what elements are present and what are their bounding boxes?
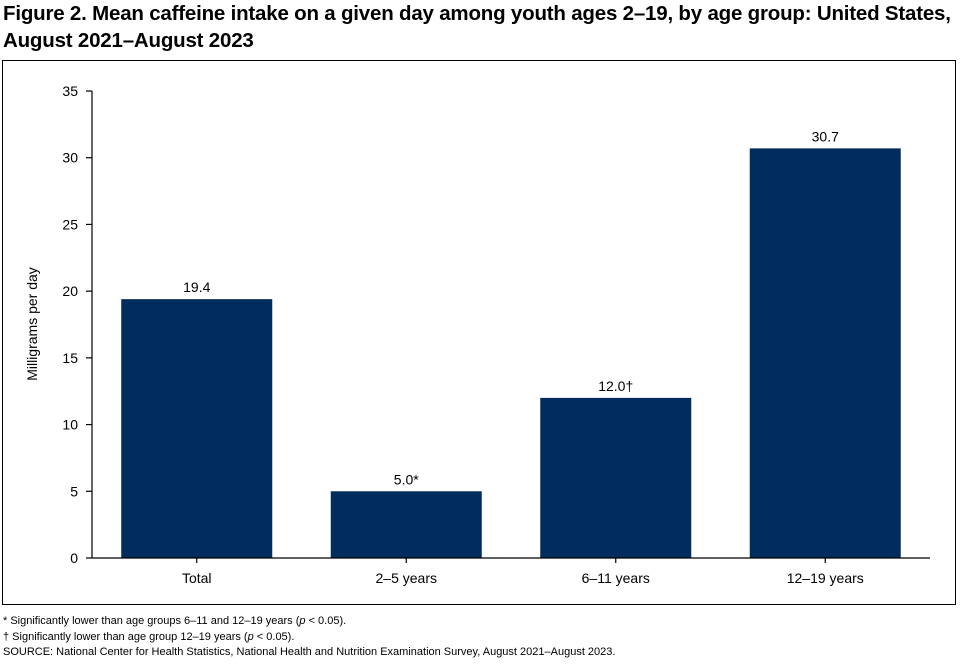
y-tick-label: 10 [62, 417, 78, 433]
chart-title: Figure 2. Mean caffeine intake on a give… [3, 2, 951, 52]
footnote-dagger: † Significantly lower than age group 12–… [3, 630, 295, 643]
x-category-label: Total [182, 570, 212, 586]
bar-value-label: 12.0† [598, 378, 633, 394]
y-tick-label: 25 [62, 216, 78, 232]
y-tick-label: 0 [70, 550, 78, 566]
bar-value-label: 5.0* [394, 471, 419, 487]
bar [749, 148, 901, 559]
bar-value-label: 19.4 [183, 279, 210, 295]
x-axis: Total 2–5 years 6–11 years 12–19 years [92, 557, 930, 586]
bar [121, 299, 273, 558]
source-note: SOURCE: National Center for Health Stati… [3, 646, 616, 658]
y-tick-label: 20 [62, 283, 78, 299]
y-tick-label: 30 [62, 150, 78, 166]
x-category-label: 6–11 years [582, 570, 650, 586]
y-axis-label: Milligrams per day [24, 267, 40, 381]
x-category-label: 2–5 years [376, 570, 437, 586]
y-tick-label: 15 [62, 350, 78, 366]
footnote-asterisk: * Significantly lower than age groups 6–… [3, 615, 347, 627]
bar [540, 397, 692, 558]
y-tick-label: 5 [70, 483, 78, 499]
y-tick-label: 35 [62, 83, 78, 99]
bar-value-label: 30.7 [812, 128, 839, 144]
chart-frame [2, 60, 956, 605]
bar [330, 491, 482, 558]
bars: 19.4 5.0* 12.0† 30.7 [121, 128, 901, 559]
footnotes: * Significantly lower than age groups 6–… [3, 614, 958, 661]
x-category-label: 12–19 years [787, 570, 864, 586]
y-axis: 0 5 10 15 20 25 30 35 [62, 83, 93, 566]
